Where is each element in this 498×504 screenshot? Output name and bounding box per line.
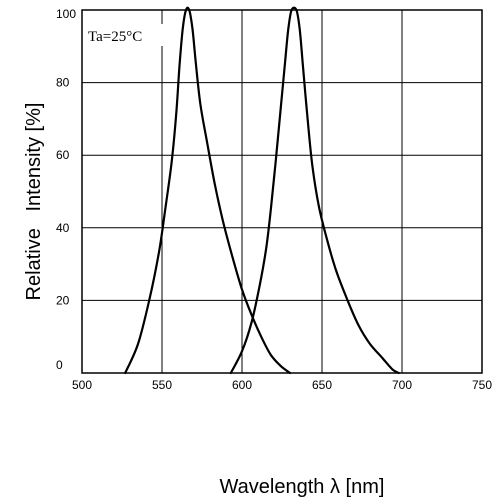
y-tick-label-40: 40 xyxy=(56,221,70,235)
plot-frame xyxy=(81,9,483,374)
grid-lines xyxy=(82,10,482,373)
x-tick-label-550: 550 xyxy=(152,378,172,392)
annotation-text: Ta=25°C xyxy=(88,29,142,45)
x-tick-label-600: 600 xyxy=(232,378,252,392)
y-tick-label-100: 100 xyxy=(56,7,76,21)
series-line-1 xyxy=(124,6,292,375)
y-tick-labels: 0 20 40 60 80 100 xyxy=(56,7,76,372)
y-tick-label-0: 0 xyxy=(56,358,63,372)
series-line-2 xyxy=(229,6,400,375)
x-tick-label-750: 750 xyxy=(472,378,492,392)
x-axis-label: Wavelength λ [nm] xyxy=(220,476,385,498)
y-axis-label: Relative Intensity [%] xyxy=(23,103,45,301)
x-tick-label-700: 700 xyxy=(392,378,412,392)
x-tick-label-650: 650 xyxy=(312,378,332,392)
series-curves xyxy=(124,6,400,375)
y-tick-label-80: 80 xyxy=(56,76,70,90)
annotation-box xyxy=(86,24,170,46)
y-tick-label-60: 60 xyxy=(56,148,70,162)
y-tick-label-20: 20 xyxy=(56,293,70,307)
x-tick-labels: 500 550 600 650 700 750 xyxy=(72,378,492,392)
x-tick-label-500: 500 xyxy=(72,378,92,392)
